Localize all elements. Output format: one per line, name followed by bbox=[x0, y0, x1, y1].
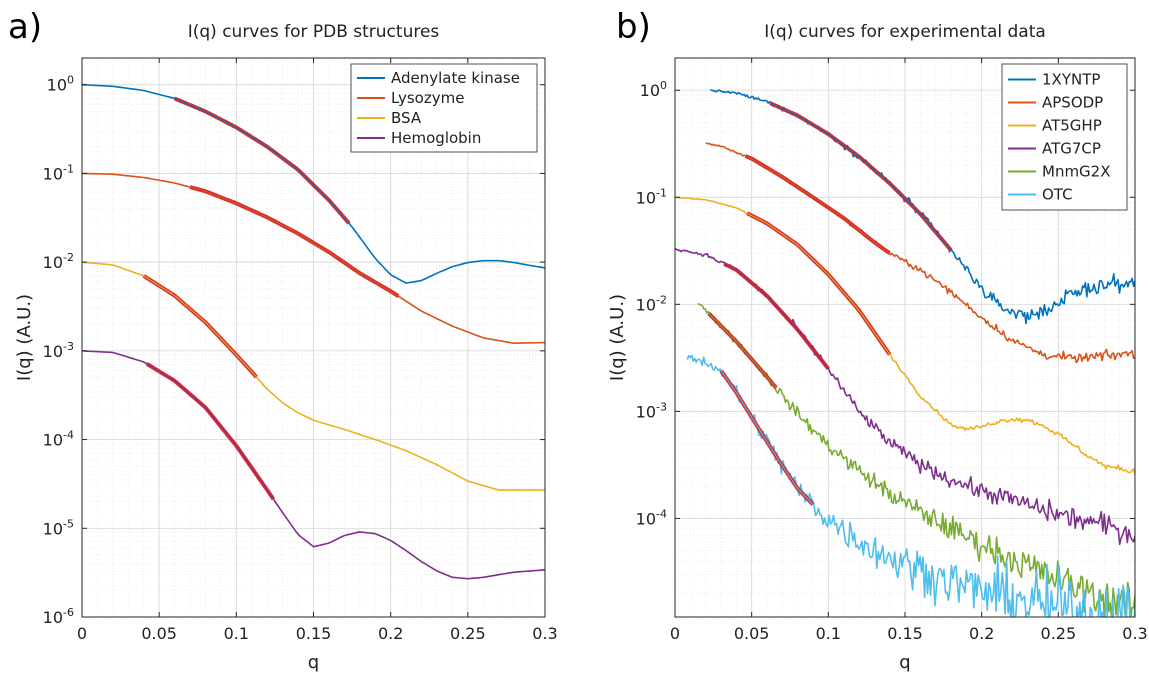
x-tick-label: 0.1 bbox=[224, 624, 249, 643]
fit-range-core-0 bbox=[174, 97, 350, 224]
x-tick-label: 0.25 bbox=[450, 624, 486, 643]
y-tick-label: 100 bbox=[640, 79, 667, 100]
panel-title: I(q) curves for PDB structures bbox=[188, 22, 440, 42]
y-tick-label: 10-1 bbox=[636, 186, 667, 207]
y-tick-label: 10-5 bbox=[43, 517, 74, 538]
legend-label: MnmG2X bbox=[1042, 163, 1111, 181]
series-line-5 bbox=[686, 354, 1135, 617]
legend-label: OTC bbox=[1042, 186, 1073, 204]
panel-a: 0 0.05 0.1 0.15 0.2 0.25 0.3 100 10-1 10-2 10-3 10-… bbox=[8, 7, 558, 673]
x-tick-label: 0.05 bbox=[734, 624, 770, 643]
x-tick-label: 0 bbox=[77, 624, 87, 643]
legend-label: BSA bbox=[391, 109, 422, 127]
legend-label: AT5GHP bbox=[1042, 117, 1102, 135]
fit-range-core-4 bbox=[708, 313, 777, 389]
x-tick-label: 0.25 bbox=[1041, 624, 1077, 643]
fit-range-core-2 bbox=[746, 212, 891, 355]
fit-range-core-3 bbox=[723, 263, 829, 370]
y-tick-label: 10-4 bbox=[636, 507, 667, 528]
x-tick-label: 0.2 bbox=[969, 624, 994, 643]
legend-box bbox=[1001, 63, 1128, 211]
x-tick-label: 0.1 bbox=[816, 624, 841, 643]
x-tick-label: 0.15 bbox=[296, 624, 332, 643]
legend-label: 1XYNTP bbox=[1042, 71, 1100, 89]
fit-range-core-0 bbox=[769, 102, 952, 251]
y-tick-label: 10-4 bbox=[43, 429, 74, 450]
panel-tag: b) bbox=[616, 7, 651, 47]
x-tick-label: 0.15 bbox=[887, 624, 923, 643]
legend-label: APSODP bbox=[1042, 94, 1103, 112]
x-tick-label: 0.3 bbox=[532, 624, 557, 643]
y-tick-label: 10-2 bbox=[43, 251, 74, 272]
y-tick-label: 10-3 bbox=[636, 400, 667, 421]
x-tick-label: 0.2 bbox=[378, 624, 403, 643]
x-tick-label: 0 bbox=[670, 624, 680, 643]
panel-b: 0 0.05 0.1 0.15 0.2 0.25 0.3 100 10-1 10-2 10-3 10-… bbox=[607, 7, 1148, 673]
x-tick-label: 0.3 bbox=[1122, 624, 1147, 643]
fit-range-core-5 bbox=[720, 370, 814, 505]
series-layer bbox=[82, 83, 545, 580]
y-tick-label: 10-6 bbox=[43, 606, 74, 627]
x-tick-label: 0.05 bbox=[141, 624, 177, 643]
legend-label: ATG7CP bbox=[1042, 140, 1101, 158]
legend: Adenylate kinase Lysozyme BSA Hemoglobin bbox=[350, 63, 538, 153]
y-tick-label: 10-2 bbox=[636, 293, 667, 314]
fit-range-core-2 bbox=[143, 275, 257, 378]
legend-label: Hemoglobin bbox=[391, 129, 481, 147]
x-axis-label: q bbox=[899, 652, 910, 673]
grid bbox=[82, 58, 545, 617]
fit-range-core-1 bbox=[189, 186, 399, 297]
legend-label: Adenylate kinase bbox=[391, 69, 520, 87]
fit-range-core-1 bbox=[745, 155, 890, 254]
y-tick-label: 10-1 bbox=[43, 162, 74, 183]
y-axis-label: I(q) (A.U.) bbox=[14, 294, 35, 381]
y-tick-label: 10-3 bbox=[43, 340, 74, 361]
panel-title: I(q) curves for experimental data bbox=[764, 22, 1046, 42]
x-axis-label: q bbox=[308, 652, 319, 673]
series-layer bbox=[675, 89, 1135, 617]
panel-tag: a) bbox=[8, 7, 42, 47]
series-line-4 bbox=[697, 302, 1135, 617]
legend-label: Lysozyme bbox=[391, 89, 464, 107]
y-axis-label: I(q) (A.U.) bbox=[607, 294, 628, 381]
legend: 1XYNTP APSODP AT5GHP ATG7CP MnmG2X OTC bbox=[1001, 63, 1128, 211]
y-tick-label: 100 bbox=[47, 74, 74, 95]
fit-range-core-3 bbox=[146, 363, 274, 500]
